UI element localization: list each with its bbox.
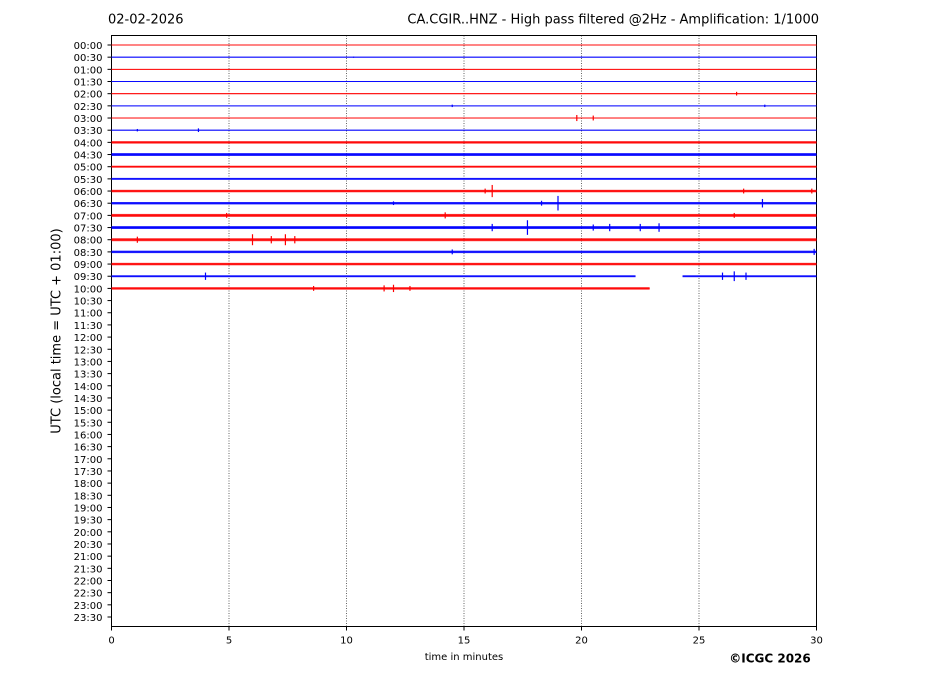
y-tick-label: 20:30 — [74, 540, 103, 551]
y-tick-label: 07:30 — [74, 224, 103, 235]
y-tick-label: 03:30 — [74, 126, 103, 137]
y-tick-label: 20:00 — [74, 528, 103, 539]
y-tick-label: 05:30 — [74, 175, 103, 186]
y-tick-label: 03:00 — [74, 114, 103, 125]
y-tick-label: 06:30 — [74, 199, 103, 210]
x-axis-label: time in minutes — [425, 652, 504, 663]
y-tick-label: 01:30 — [74, 78, 103, 89]
y-tick-label: 22:30 — [74, 589, 103, 600]
y-tick-label: 15:00 — [74, 406, 103, 417]
y-tick-label: 14:00 — [74, 382, 103, 393]
y-tick-label: 16:30 — [74, 443, 103, 454]
y-tick-label: 06:00 — [74, 187, 103, 198]
y-tick-label: 09:00 — [74, 260, 103, 271]
y-tick-label: 17:00 — [74, 455, 103, 466]
y-tick-label: 23:00 — [74, 601, 103, 612]
y-tick-label: 23:30 — [74, 613, 103, 624]
y-tick-label: 12:00 — [74, 333, 103, 344]
y-tick-label: 15:30 — [74, 418, 103, 429]
y-tick-label: 04:30 — [74, 151, 103, 162]
y-tick-label: 10:00 — [74, 284, 103, 295]
x-tick-label: 20 — [575, 636, 588, 647]
y-tick-label: 08:00 — [74, 236, 103, 247]
x-tick-label: 15 — [458, 636, 471, 647]
x-tick-label: 0 — [108, 636, 114, 647]
x-tick-label: 25 — [693, 636, 706, 647]
y-tick-label: 02:30 — [74, 102, 103, 113]
y-axis-label: UTC (local time = UTC + 01:00) — [50, 228, 65, 433]
chart-date: 02-02-2026 — [108, 13, 184, 28]
y-tick-label: 07:00 — [74, 211, 103, 222]
y-tick-label: 13:00 — [74, 357, 103, 368]
y-tick-label: 09:30 — [74, 272, 103, 283]
y-tick-label: 19:00 — [74, 503, 103, 514]
y-tick-label: 10:30 — [74, 297, 103, 308]
y-tick-label: 14:30 — [74, 394, 103, 405]
y-tick-label: 00:00 — [74, 41, 103, 52]
y-tick-label: 17:30 — [74, 467, 103, 478]
x-tick-label: 10 — [340, 636, 353, 647]
y-tick-label: 12:30 — [74, 345, 103, 356]
y-tick-label: 00:30 — [74, 53, 103, 64]
y-tick-label: 02:00 — [74, 90, 103, 101]
y-tick-label: 11:00 — [74, 309, 103, 320]
y-tick-label: 04:00 — [74, 138, 103, 149]
y-tick-label: 05:00 — [74, 163, 103, 174]
y-tick-label: 08:30 — [74, 248, 103, 259]
y-tick-label: 21:30 — [74, 564, 103, 575]
copyright: ©ICGC 2026 — [729, 652, 811, 666]
x-tick-label: 5 — [226, 636, 232, 647]
y-tick-label: 22:00 — [74, 576, 103, 587]
y-tick-label: 21:00 — [74, 552, 103, 563]
x-tick-label: 30 — [810, 636, 823, 647]
y-tick-label: 18:30 — [74, 491, 103, 502]
y-tick-label: 01:00 — [74, 65, 103, 76]
y-tick-label: 19:30 — [74, 516, 103, 527]
y-tick-label: 16:00 — [74, 430, 103, 441]
y-tick-label: 13:30 — [74, 370, 103, 381]
y-tick-label: 11:30 — [74, 321, 103, 332]
chart-title: CA.CGIR..HNZ - High pass filtered @2Hz -… — [407, 13, 819, 28]
y-tick-label: 18:00 — [74, 479, 103, 490]
